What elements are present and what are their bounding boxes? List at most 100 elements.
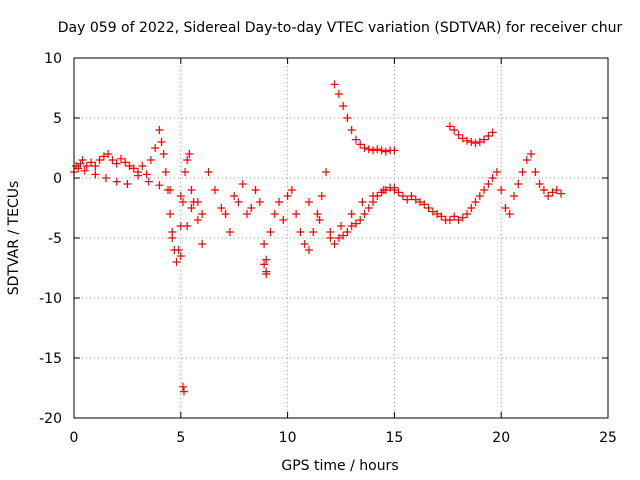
data-point bbox=[243, 210, 252, 218]
data-point bbox=[347, 222, 356, 230]
data-point bbox=[157, 138, 166, 146]
y-tick-label: 0 bbox=[53, 171, 62, 187]
data-point bbox=[454, 130, 463, 139]
data-point bbox=[351, 135, 360, 144]
data-point bbox=[230, 192, 239, 200]
data-point bbox=[369, 192, 378, 200]
data-point bbox=[146, 156, 155, 164]
data-point bbox=[304, 246, 313, 254]
data-point bbox=[505, 210, 514, 218]
data-point bbox=[356, 216, 365, 224]
data-point bbox=[484, 132, 493, 140]
data-point bbox=[377, 146, 386, 155]
data-point bbox=[166, 210, 175, 218]
data-point bbox=[266, 228, 275, 236]
axis-ticks: 0 5 10 15 20 25 -20 -15 -10 -5 0 5 10 bbox=[39, 51, 617, 446]
data-point bbox=[416, 198, 425, 206]
data-point bbox=[339, 231, 348, 240]
y-tick-label: 5 bbox=[53, 111, 62, 127]
data-point bbox=[313, 210, 322, 218]
data-point bbox=[247, 204, 256, 212]
data-point bbox=[210, 186, 219, 194]
data-point bbox=[255, 198, 264, 206]
data-point bbox=[390, 183, 399, 192]
x-axis-label: GPS time / hours bbox=[281, 458, 398, 474]
data-point bbox=[450, 126, 459, 134]
data-point bbox=[102, 174, 111, 182]
data-point bbox=[121, 158, 130, 167]
data-point bbox=[390, 146, 399, 155]
data-point bbox=[176, 252, 185, 260]
data-point bbox=[544, 192, 553, 200]
data-point bbox=[315, 216, 324, 224]
data-point bbox=[251, 186, 260, 194]
data-point bbox=[317, 192, 326, 200]
data-point bbox=[445, 216, 454, 224]
y-axis-label: SDTVAR / TECUs bbox=[6, 181, 22, 296]
data-point bbox=[351, 219, 360, 228]
data-point bbox=[193, 216, 202, 224]
data-point bbox=[262, 255, 271, 264]
data-point bbox=[527, 150, 536, 158]
data-point bbox=[80, 166, 89, 175]
data-point bbox=[95, 156, 104, 164]
data-point bbox=[364, 145, 373, 154]
data-point bbox=[458, 213, 467, 222]
data-point bbox=[488, 128, 497, 137]
x-tick-label: 10 bbox=[279, 430, 297, 446]
data-point bbox=[78, 156, 87, 164]
data-point bbox=[343, 228, 352, 236]
data-point bbox=[296, 228, 305, 236]
data-point bbox=[129, 164, 138, 173]
data-point bbox=[91, 170, 100, 179]
data-point bbox=[326, 228, 335, 236]
data-point bbox=[178, 198, 187, 206]
data-point bbox=[112, 177, 121, 186]
data-point bbox=[373, 145, 382, 154]
data-point bbox=[437, 212, 446, 221]
data-point bbox=[463, 210, 472, 218]
data-point bbox=[74, 164, 83, 173]
data-points bbox=[70, 80, 566, 396]
data-point bbox=[347, 126, 356, 134]
data-point bbox=[484, 180, 493, 188]
data-point bbox=[424, 204, 433, 212]
data-point bbox=[552, 186, 561, 194]
data-point bbox=[347, 210, 356, 218]
data-point bbox=[514, 180, 523, 188]
data-point bbox=[428, 207, 437, 216]
data-point bbox=[522, 156, 531, 164]
data-point bbox=[379, 186, 388, 194]
data-point bbox=[87, 158, 96, 167]
data-point bbox=[283, 192, 292, 200]
data-point bbox=[458, 134, 467, 143]
data-point bbox=[450, 212, 459, 221]
data-point bbox=[168, 228, 177, 236]
y-tick-label: -20 bbox=[39, 411, 62, 427]
data-point bbox=[187, 186, 196, 194]
data-point bbox=[116, 154, 125, 163]
data-point bbox=[454, 216, 463, 224]
data-point bbox=[166, 186, 175, 194]
x-tick-label: 25 bbox=[599, 430, 617, 446]
data-point bbox=[360, 210, 369, 218]
data-point bbox=[420, 200, 429, 209]
data-point bbox=[403, 195, 412, 204]
data-point bbox=[467, 204, 476, 212]
data-point bbox=[185, 150, 194, 158]
y-tick-label: -15 bbox=[39, 351, 62, 367]
data-point bbox=[174, 246, 183, 254]
data-point bbox=[398, 192, 407, 200]
data-point bbox=[287, 186, 296, 194]
x-tick-label: 20 bbox=[492, 430, 510, 446]
data-point bbox=[334, 234, 343, 242]
data-point bbox=[488, 174, 497, 182]
data-point bbox=[183, 156, 192, 164]
data-point bbox=[125, 162, 134, 170]
data-point bbox=[358, 198, 367, 206]
data-point bbox=[155, 181, 164, 190]
data-point bbox=[330, 240, 339, 248]
data-point bbox=[339, 102, 348, 110]
data-point bbox=[181, 168, 190, 176]
